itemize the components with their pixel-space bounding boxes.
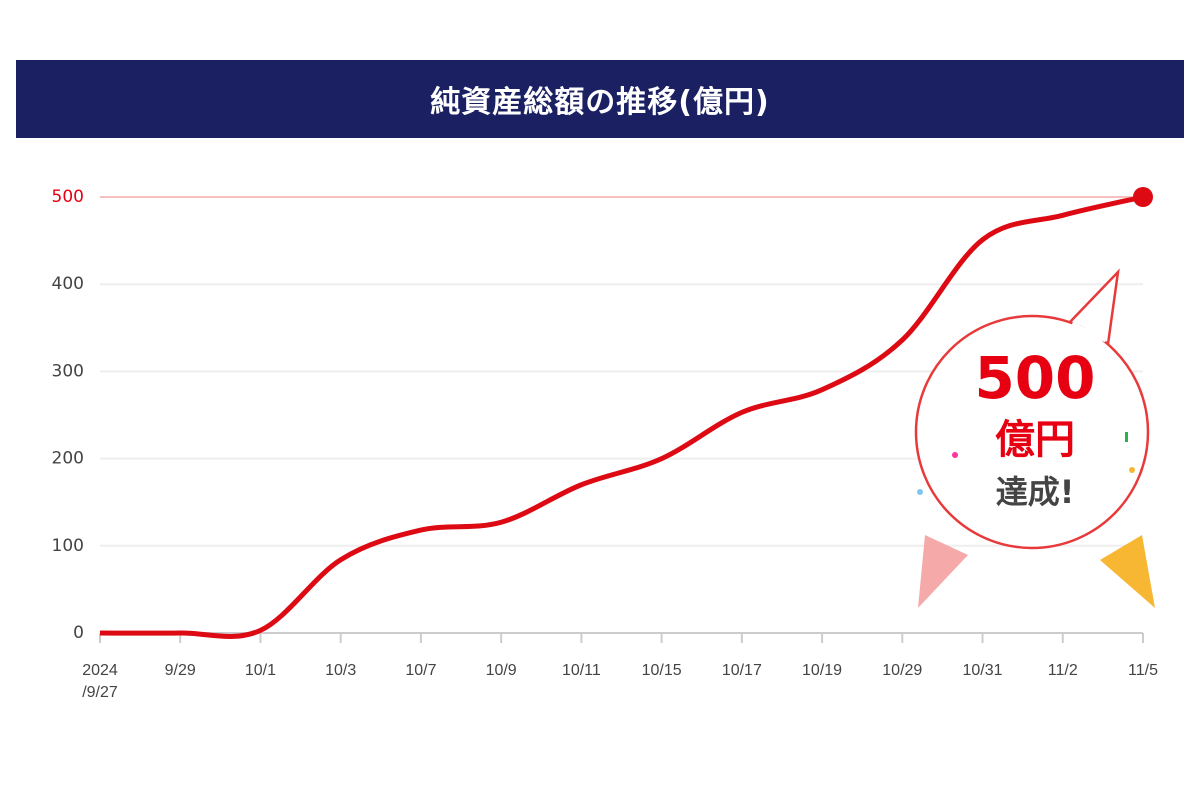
x-tick-label: 10/19: [802, 662, 843, 679]
x-tick-label: 9/29: [164, 662, 196, 679]
y-tick-label: 0: [73, 623, 84, 643]
badge-unit: 億円: [995, 417, 1075, 463]
x-tick-label: 10/1: [244, 662, 277, 679]
y-tick-label: 200: [52, 449, 84, 469]
party-popper: [1100, 535, 1155, 608]
chart-title: 純資産総額の推移(億円): [16, 60, 1184, 138]
badge-text: 達成!: [996, 473, 1075, 511]
x-tick-label: 11/2: [1047, 662, 1078, 679]
x-tick-label: 10/17: [721, 662, 762, 679]
x-tick-label: 10/11: [561, 662, 601, 679]
party-popper: [918, 535, 968, 608]
confetti: [1125, 432, 1128, 442]
y-tick-label: 400: [52, 274, 84, 294]
x-tick-label: 11/5: [1128, 662, 1158, 679]
x-tick-label: 2024/9/27: [82, 662, 118, 701]
badge-circle: [914, 314, 1150, 550]
x-tick-label: 10/3: [325, 662, 357, 679]
confetti: [917, 489, 923, 495]
x-tick-label: 10/29: [882, 662, 923, 679]
y-tick-label: 500: [52, 187, 84, 207]
series-line: [99, 194, 1144, 639]
confetti: [952, 452, 958, 458]
badge-amount: 500: [974, 344, 1095, 412]
y-tick-label: 100: [52, 536, 84, 556]
confetti: [1129, 467, 1135, 473]
x-tick-label: 10/9: [485, 662, 517, 679]
badge: 500 億円 達成!: [914, 268, 1155, 608]
y-tick-label: 300: [52, 361, 84, 381]
x-tick-label: 10/7: [405, 662, 437, 679]
end-point: [1133, 187, 1153, 207]
x-tick-label: 10/15: [641, 662, 682, 679]
badge-join: [1070, 321, 1108, 343]
x-tick-label: 10/31: [962, 662, 1003, 679]
